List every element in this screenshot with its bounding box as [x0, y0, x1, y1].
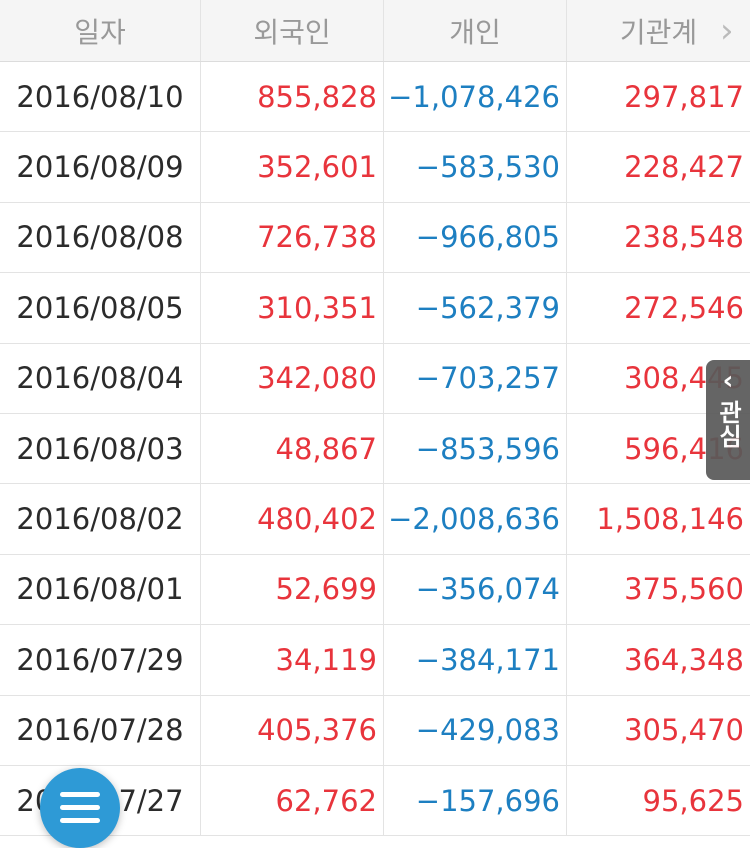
table-row[interactable]: 2016/08/03 48,867 −853,596 596,416 [0, 413, 750, 485]
menu-button[interactable] [40, 768, 120, 848]
individual-cell: −429,083 [384, 695, 567, 765]
header-foreign[interactable]: 외국인 [201, 0, 384, 61]
table-row[interactable]: 2016/07/29 34,119 −384,171 364,348 [0, 625, 750, 696]
date-cell: 2016/08/03 [0, 413, 201, 484]
individual-cell: −157,696 [384, 765, 567, 836]
table-header: 일자 외국인 개인 기관계 [0, 0, 750, 62]
table-row[interactable]: 2016/08/01 52,699 −356,074 375,560 [0, 554, 750, 626]
header-date[interactable]: 일자 [0, 0, 201, 61]
individual-cell: −562,379 [384, 273, 567, 343]
institution-cell: 95,625 [642, 783, 744, 818]
date-cell: 2016/08/04 [0, 343, 201, 413]
individual-cell: −853,596 [384, 413, 567, 484]
date-cell: 2016/08/10 [0, 62, 201, 132]
individual-cell: −2,008,636 [384, 484, 567, 554]
foreign-cell: 480,402 [201, 484, 384, 554]
foreign-cell: 62,762 [201, 765, 384, 836]
institution-cell: 375,560 [624, 572, 744, 607]
table-row[interactable]: 2016/08/08 726,738 −966,805 238,548 [0, 202, 750, 274]
individual-cell: −966,805 [384, 202, 567, 273]
table-row[interactable]: 2016/07/28 405,376 −429,083 305,470 [0, 695, 750, 766]
foreign-cell: 48,867 [201, 413, 384, 484]
foreign-cell: 34,119 [201, 625, 384, 695]
institution-cell: 238,548 [624, 220, 744, 255]
menu-icon-bar [60, 818, 100, 823]
institution-cell: 272,546 [624, 290, 744, 325]
foreign-cell: 52,699 [201, 554, 384, 625]
header-institution[interactable]: 기관계 [619, 15, 698, 49]
header-individual[interactable]: 개인 [384, 0, 567, 61]
individual-cell: −703,257 [384, 343, 567, 413]
chevron-left-icon: ‹ [722, 366, 734, 396]
table-row[interactable]: 2016/08/10 855,828 −1,078,426 297,817 [0, 62, 750, 133]
date-cell: 2016/08/08 [0, 202, 201, 273]
table-row[interactable]: 2016/08/09 352,601 −583,530 228,427 [0, 132, 750, 203]
watchlist-side-tab[interactable]: ‹ 관심 [706, 360, 750, 480]
individual-cell: −583,530 [384, 132, 567, 202]
menu-icon [60, 792, 100, 797]
foreign-cell: 310,351 [201, 273, 384, 343]
date-cell: 2016/07/28 [0, 695, 201, 765]
foreign-cell: 342,080 [201, 343, 384, 413]
institution-cell: 305,470 [624, 713, 744, 748]
individual-cell: −356,074 [384, 554, 567, 625]
institution-cell: 364,348 [624, 642, 744, 677]
foreign-cell: 726,738 [201, 202, 384, 273]
date-cell: 2016/08/02 [0, 484, 201, 554]
date-cell: 2016/08/01 [0, 554, 201, 625]
individual-cell: −1,078,426 [384, 62, 567, 132]
table-row[interactable]: 2016/08/05 310,351 −562,379 272,546 [0, 273, 750, 344]
date-cell: 2016/07/29 [0, 625, 201, 695]
menu-icon-bar [60, 805, 100, 810]
watchlist-label: 관심 [714, 400, 742, 448]
institution-cell: 1,508,146 [596, 502, 744, 537]
institution-cell: 297,817 [624, 79, 744, 114]
foreign-cell: 405,376 [201, 695, 384, 765]
table-row[interactable]: 2016/08/02 480,402 −2,008,636 1,508,146 [0, 484, 750, 555]
chevron-right-icon[interactable]: › [720, 11, 734, 51]
date-cell: 2016/08/05 [0, 273, 201, 343]
table-row[interactable]: 2016/08/04 342,080 −703,257 308,445 [0, 343, 750, 414]
date-cell: 2016/08/09 [0, 132, 201, 202]
institution-cell: 228,427 [624, 150, 744, 185]
individual-cell: −384,171 [384, 625, 567, 695]
foreign-cell: 855,828 [201, 62, 384, 132]
foreign-cell: 352,601 [201, 132, 384, 202]
